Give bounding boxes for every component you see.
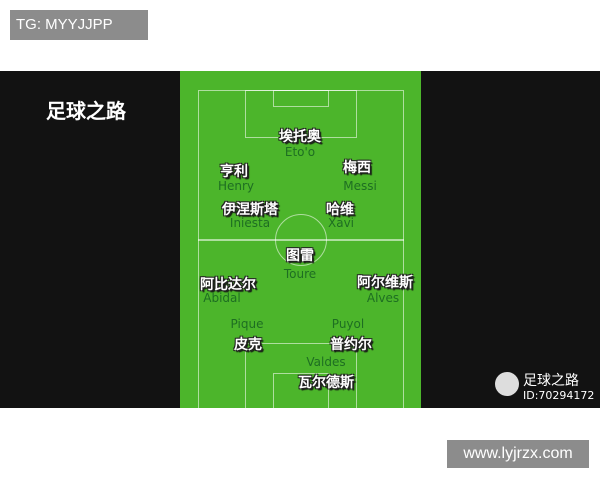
player-name-cn: 亨利 <box>220 164 248 180</box>
player-name-en: Messi <box>343 179 377 193</box>
player-name-en: Toure <box>283 267 317 281</box>
player-name-cn: 皮克 <box>234 337 262 353</box>
top-goal-area <box>273 90 329 107</box>
site-url: www.lyjrzx.com <box>447 440 589 468</box>
wechat-icon <box>495 372 519 396</box>
bottom-penalty-box <box>245 343 357 408</box>
formation-image: 足球之路 埃托奥 Eto'o 亨利 Henry 梅西 Messi 伊涅斯塔 Iniesta 哈维… <box>0 71 600 408</box>
image-title: 足球之路 <box>46 99 126 123</box>
player-name-cn: 埃托奥 <box>279 129 321 145</box>
football-pitch <box>180 71 421 408</box>
player-name-cn: 普约尔 <box>330 337 372 353</box>
player-name-cn: 阿尔维斯 <box>357 275 413 291</box>
tg-label: TG: MYYJJPP <box>10 10 148 40</box>
bottom-goal-area <box>273 373 329 408</box>
player-name-en: Abidal <box>203 291 241 305</box>
player-name-cn: 瓦尔德斯 <box>298 375 354 391</box>
player-name-en: Henry <box>217 179 255 193</box>
player-name-en: Eto'o <box>284 145 316 159</box>
watermark-name: 足球之路 <box>523 373 579 389</box>
center-circle <box>275 214 327 266</box>
player-name-en: Alves <box>366 291 400 305</box>
watermark-id: ID:70294172 <box>523 389 595 402</box>
player-name-cn: 梅西 <box>343 160 371 176</box>
player-name-en: Valdes <box>306 355 346 369</box>
player-name-cn: 阿比达尔 <box>200 277 256 293</box>
player-name-en: Xavi <box>327 216 355 230</box>
player-name-cn: 图雷 <box>286 248 314 264</box>
player-name-en: Puyol <box>331 317 365 331</box>
player-name-cn: 哈维 <box>326 202 354 218</box>
player-name-en: Pique <box>230 317 264 331</box>
player-name-en: Iniesta <box>229 216 271 230</box>
player-name-cn: 伊涅斯塔 <box>222 202 278 218</box>
